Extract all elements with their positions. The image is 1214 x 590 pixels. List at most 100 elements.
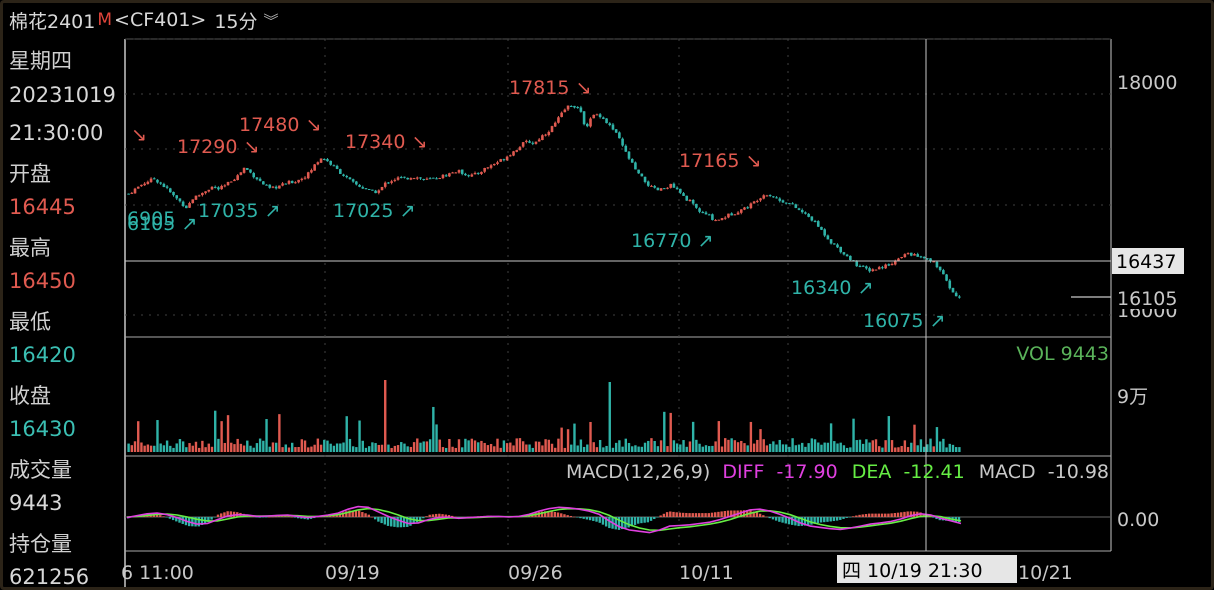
chart-canvas[interactable]: 17290 ↘17480 ↘ 17340 ↘ 17815 ↘ 17165 ↘ ↘ 6905… (3, 3, 1211, 587)
candle-body (194, 195, 198, 200)
candle-body (765, 195, 769, 197)
macd-histogram-bar (810, 517, 813, 525)
macd-histogram-bar (290, 516, 293, 518)
volume-bar (820, 444, 823, 452)
candle-body (560, 112, 563, 117)
volume-bar (230, 442, 233, 452)
candle-body (839, 246, 843, 253)
macd-histogram-bar (216, 514, 220, 517)
candle-body (723, 217, 727, 219)
macd-histogram-bar (919, 512, 922, 517)
candle-body (136, 186, 140, 189)
period-selector[interactable]: 15分 (214, 10, 258, 33)
candle-body (473, 172, 477, 175)
candle-body (666, 187, 669, 189)
candle-body (175, 195, 179, 199)
macd-histogram-bar (579, 517, 582, 519)
contract-code[interactable]: <CF401> (114, 9, 207, 31)
candle-body (274, 186, 278, 189)
candle-body (399, 177, 403, 179)
candle-body (541, 135, 544, 141)
macd-histogram-bar (627, 517, 630, 528)
volume-bar (675, 443, 679, 452)
candle-body (518, 147, 522, 151)
volume-bar (252, 447, 255, 452)
macd-histogram-bar (171, 517, 175, 521)
macd-histogram-bar (861, 514, 864, 517)
macd-histogram-bar (835, 517, 839, 521)
macd-histogram-bar (826, 517, 829, 522)
candle-body (942, 270, 945, 275)
volume-bar (448, 438, 451, 452)
volume-bar (804, 446, 807, 452)
candle-body (630, 158, 634, 163)
macd-histogram-bar (678, 512, 682, 517)
double-chevron-down-icon[interactable]: ︾ (263, 11, 279, 30)
macd-histogram-bar (280, 516, 284, 517)
volume-bar (201, 440, 204, 452)
macd-histogram-bar (582, 517, 585, 519)
volume-bar (916, 445, 919, 452)
macd-histogram-bar (367, 514, 370, 517)
candle-body (714, 220, 717, 222)
volume-bar (339, 443, 342, 452)
volume-bar (666, 446, 669, 452)
candle-body (791, 203, 794, 205)
candle-body (297, 179, 300, 183)
candle-body (916, 254, 919, 257)
open-label: 开盘 (9, 162, 51, 186)
candle-body (749, 203, 753, 209)
candle-body (152, 178, 156, 180)
candle-body (306, 172, 310, 179)
candle-body (733, 214, 737, 216)
volume-bar (284, 444, 287, 452)
symbol-name[interactable]: 棉花2401 (9, 10, 96, 33)
candle-body (146, 181, 150, 185)
candle-body (849, 255, 852, 260)
diff-line (126, 505, 962, 534)
macd-histogram-bar (653, 517, 656, 520)
volume-bar (444, 447, 448, 452)
volume-bar (582, 446, 586, 452)
macd-histogram-bar (720, 511, 723, 517)
volume-bars (127, 380, 961, 452)
candle-body (143, 183, 146, 186)
macd-histogram-bar (370, 516, 374, 518)
candle-body (887, 264, 891, 266)
macd-histogram-bar (884, 513, 887, 517)
candle-body (922, 257, 926, 259)
volume-bar (634, 445, 637, 452)
macd-histogram-bar (909, 511, 913, 517)
candle-body (492, 163, 496, 166)
candle-body (480, 171, 483, 174)
candle-body (826, 235, 830, 240)
volume-bar (855, 440, 858, 452)
volume-bar (467, 440, 470, 452)
volume-bar (329, 443, 332, 452)
candle-body (374, 190, 377, 194)
volume-bar (637, 446, 640, 452)
macd-histogram-bar (906, 511, 909, 517)
volume-bar (316, 438, 320, 452)
volume-bar (274, 442, 278, 452)
candle-body (393, 179, 397, 181)
volume-bar (435, 424, 438, 452)
macd-histogram-bar (191, 517, 194, 527)
candle-body (906, 253, 910, 255)
candle-body (772, 196, 775, 198)
candle-body (316, 162, 320, 165)
macd-histogram-bar (390, 517, 393, 527)
candle-body (262, 181, 265, 185)
volume-bar (881, 447, 884, 452)
price-annotation: 17815 ↘ (509, 77, 591, 99)
volume-bar (428, 439, 432, 452)
macd-histogram-bar (842, 517, 845, 519)
open-interest-value: 621256 (9, 565, 90, 589)
volume-bar (223, 442, 227, 452)
candle-body (242, 167, 246, 173)
macd-histogram-bar (418, 517, 422, 521)
volume-bar (204, 447, 207, 452)
candle-body (351, 179, 355, 182)
candle-body (339, 169, 342, 174)
macd-histogram-bar (726, 510, 730, 517)
